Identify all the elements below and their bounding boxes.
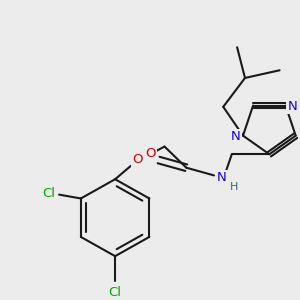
Text: Cl: Cl (109, 286, 122, 299)
Text: O: O (146, 147, 156, 160)
Text: Cl: Cl (43, 187, 56, 200)
Text: N: N (231, 130, 241, 143)
Text: N: N (217, 171, 227, 184)
Text: H: H (230, 182, 238, 192)
Text: N: N (288, 100, 297, 113)
Text: O: O (133, 153, 143, 166)
